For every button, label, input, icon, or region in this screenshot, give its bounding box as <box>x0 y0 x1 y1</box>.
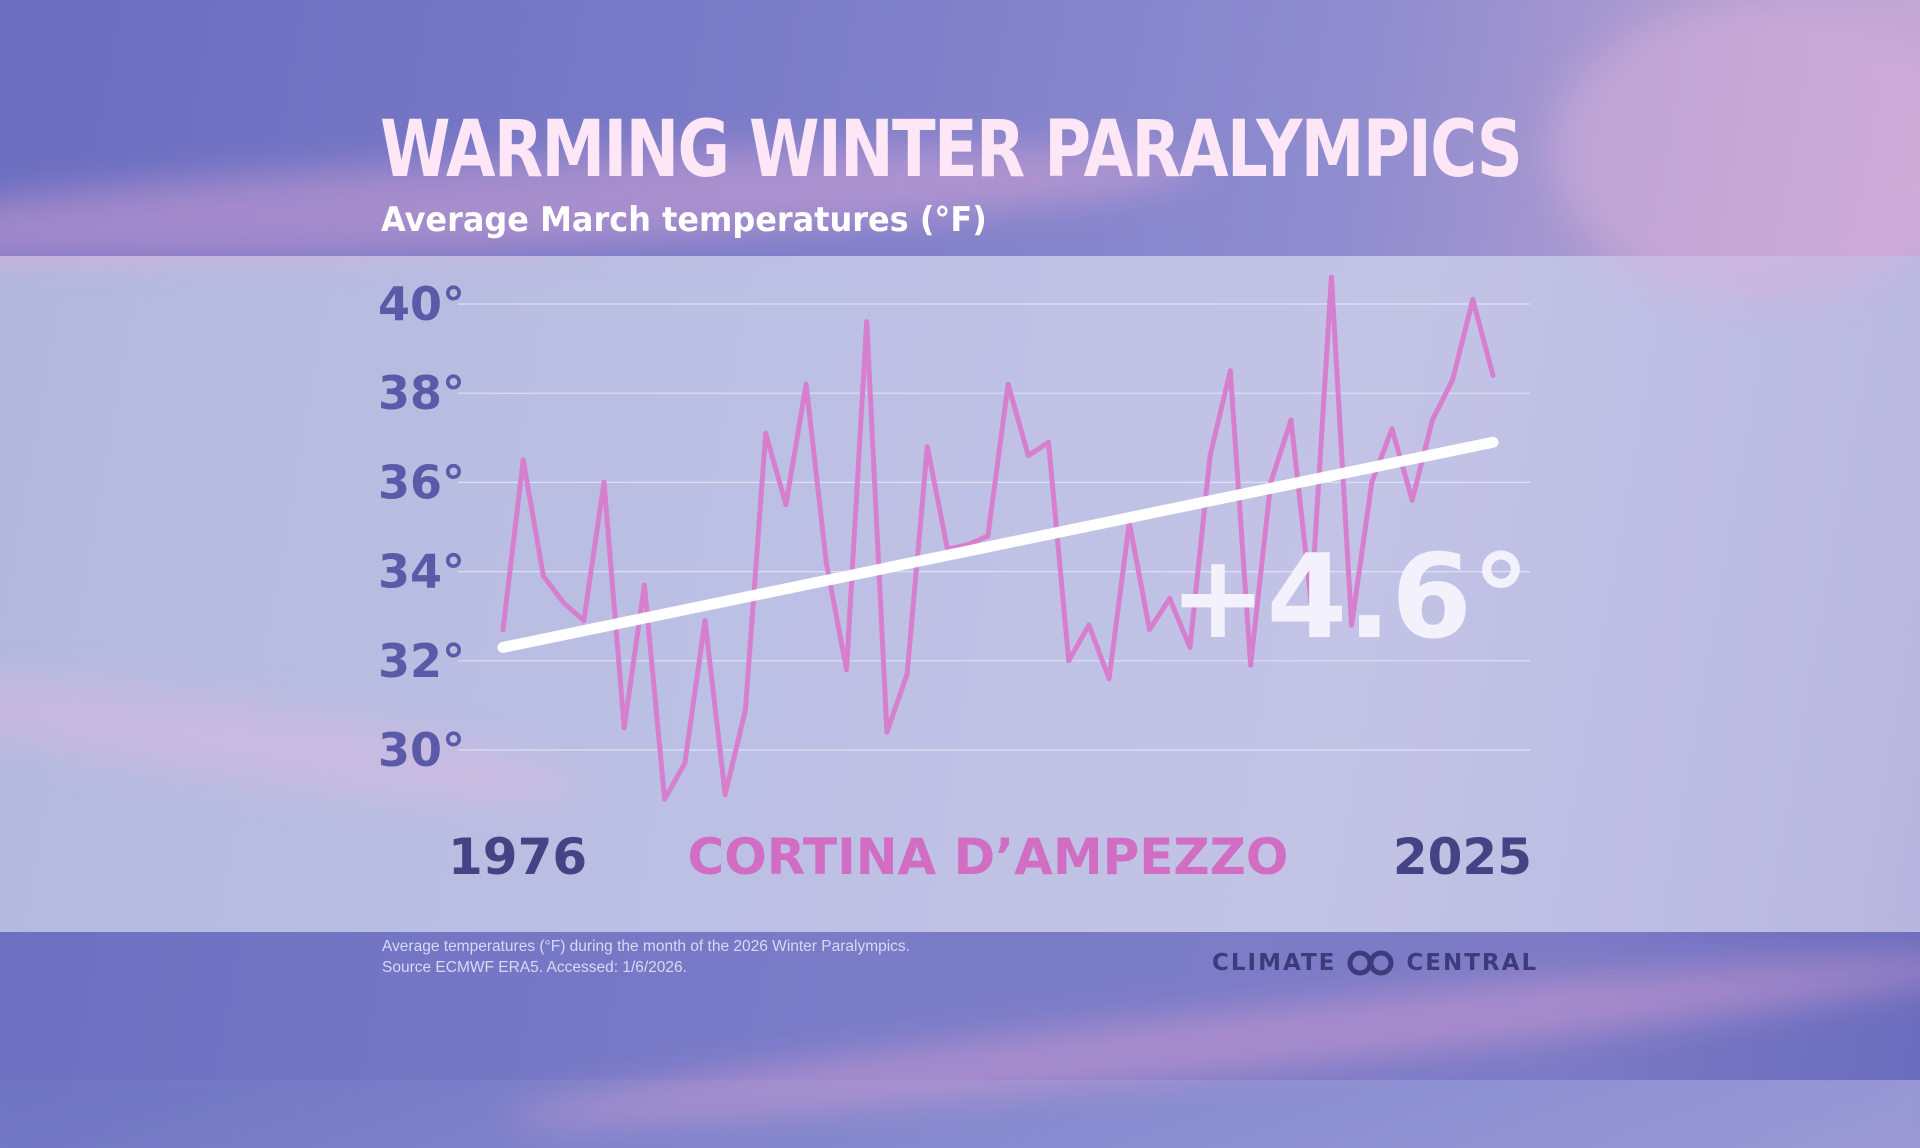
data-point <box>601 479 607 485</box>
series-layer <box>500 274 1496 802</box>
line-chart: 40° 38° 36° 34° 32° 30° +4.6° 1976 CORTINA D’… <box>378 274 1532 886</box>
trend-layer <box>497 436 1499 653</box>
data-point <box>1429 417 1435 423</box>
y-tick-label: 32° <box>378 634 465 688</box>
trend-line <box>497 436 1499 653</box>
data-point <box>500 627 506 633</box>
data-point <box>1025 453 1031 459</box>
data-point <box>823 560 829 566</box>
footer-band <box>0 932 1920 1080</box>
data-point <box>904 671 910 677</box>
data-point <box>742 707 748 713</box>
temperature-series-line <box>500 274 1496 802</box>
data-point <box>1066 658 1072 664</box>
data-point <box>1187 644 1193 650</box>
data-point <box>884 729 890 735</box>
data-point <box>783 502 789 508</box>
footnote: Average temperatures (°F) during the mon… <box>382 936 910 978</box>
data-point <box>520 457 526 463</box>
data-point <box>1227 368 1233 374</box>
climate-central-logo: CLIMATE CENTRAL <box>1212 948 1538 978</box>
data-point <box>641 582 647 588</box>
data-point <box>1005 381 1011 387</box>
footnote-line-2: Source ECMWF ERA5. Accessed: 1/6/2026. <box>382 959 687 976</box>
data-point <box>1409 497 1415 503</box>
data-point <box>540 573 546 579</box>
data-point <box>662 796 668 802</box>
y-tick-label: 36° <box>378 455 465 509</box>
data-point <box>844 667 849 673</box>
data-point <box>1369 479 1375 485</box>
data-point <box>1349 622 1355 628</box>
data-point <box>1490 372 1496 378</box>
decorative-swoosh <box>1550 0 1920 300</box>
logo-text-left: CLIMATE <box>1212 950 1337 976</box>
chart-panel <box>0 256 1920 932</box>
data-point <box>1046 439 1051 445</box>
location-label: CORTINA D’AMPEZZO <box>688 828 1289 886</box>
chart-subtitle: Average March temperatures (°F) <box>381 200 987 240</box>
y-tick-label: 40° <box>378 277 465 331</box>
logo-rings-icon <box>1347 950 1394 976</box>
data-point <box>1470 297 1476 302</box>
y-tick-label: 30° <box>378 723 465 777</box>
data-point <box>1167 595 1173 601</box>
data-point <box>1106 676 1112 682</box>
data-point <box>702 618 708 624</box>
logo-text-right: CENTRAL <box>1406 950 1539 976</box>
y-axis-ticks: 40° 38° 36° 34° 32° 30° <box>378 277 465 777</box>
chart-title: WARMING WINTER PARALYMPICS <box>380 105 1523 195</box>
data-point <box>1389 426 1395 432</box>
data-point <box>864 319 870 325</box>
data-point <box>1248 662 1254 668</box>
data-point <box>1288 417 1294 423</box>
data-point <box>682 760 688 766</box>
x-end-label: 2025 <box>1393 828 1532 886</box>
data-point <box>1207 453 1213 459</box>
data-point <box>621 725 627 731</box>
y-tick-label: 34° <box>378 545 465 599</box>
data-point <box>924 444 930 450</box>
data-point <box>985 533 991 539</box>
footnote-line-1: Average temperatures (°F) during the mon… <box>382 938 910 955</box>
y-tick-label: 38° <box>378 366 465 420</box>
x-start-label: 1976 <box>448 828 587 886</box>
data-point <box>1086 622 1092 628</box>
data-point <box>561 600 567 606</box>
data-point <box>1328 274 1334 280</box>
data-point <box>722 792 728 798</box>
data-point <box>1450 377 1456 383</box>
data-point <box>1308 600 1314 606</box>
data-point <box>763 430 769 436</box>
data-point <box>1147 627 1152 633</box>
data-point <box>803 381 809 387</box>
data-point <box>581 618 587 624</box>
trend-annotation: +4.6° <box>1169 530 1530 665</box>
